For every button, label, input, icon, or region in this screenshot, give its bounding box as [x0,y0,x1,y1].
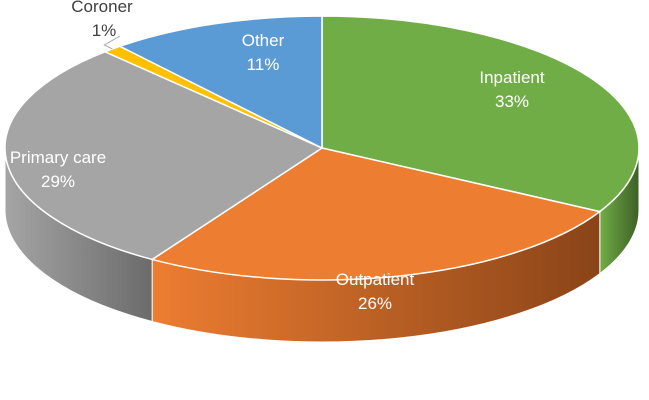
pie-slice-inpatient [321,15,640,213]
pie-slice-outpatient [150,147,602,281]
slice-label-outpatient: Outpatient [336,270,415,289]
leader-line-coroner [103,35,121,50]
slice-label-primary-care: Primary care [10,148,106,167]
slice-value-inpatient: 33% [495,92,529,111]
pie-leader-lines [103,35,121,50]
pie-slice-primary-care [4,50,324,261]
pie-tops [4,15,640,281]
slice-label-coroner: Coroner [71,0,133,16]
pie-slice-other [118,15,323,150]
slice-label-inpatient: Inpatient [479,68,544,87]
slice-value-outpatient: 26% [358,294,392,313]
slice-value-primary-care: 29% [41,172,75,191]
slice-value-other: 11% [247,55,280,74]
slice-value-coroner: 1% [92,21,117,40]
slice-label-other: Other [242,31,285,50]
pie-labels: Inpatient 33% Outpatient 26% Primary care 29%… [10,0,545,313]
